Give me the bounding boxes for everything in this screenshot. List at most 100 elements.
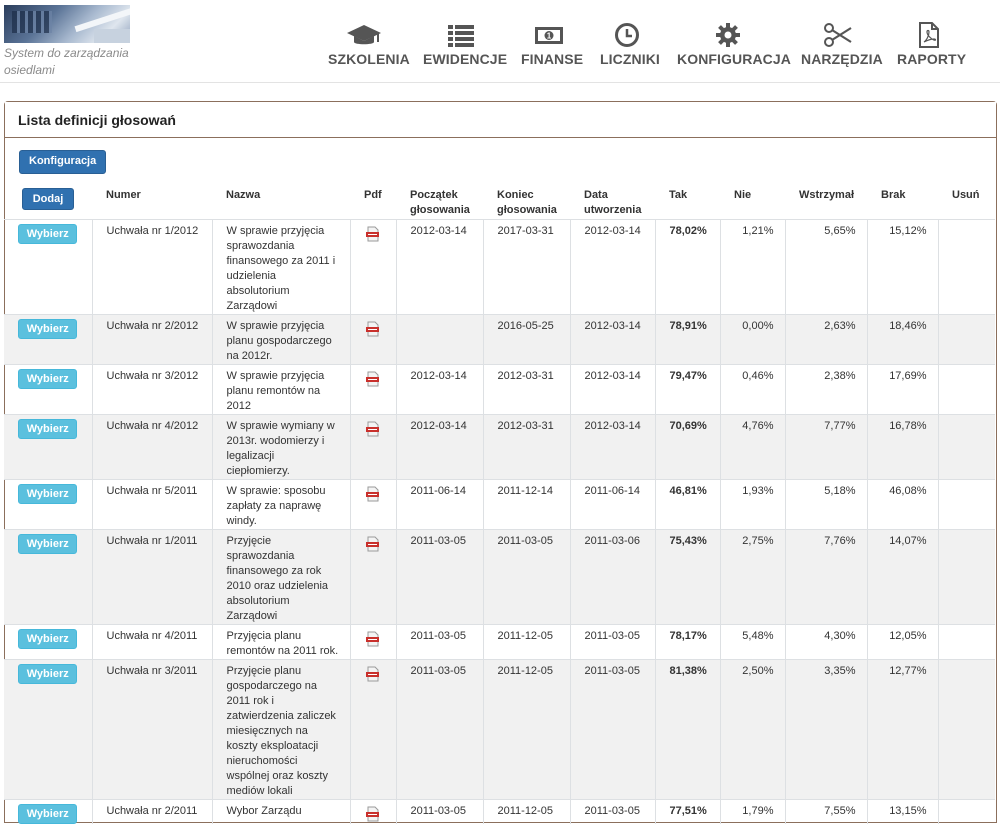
cell-brak: 17,69% bbox=[867, 365, 938, 415]
cell-brak: 13,15% bbox=[867, 800, 938, 824]
cell-usun bbox=[938, 800, 995, 824]
cell-data-utworzenia: 2012-03-14 bbox=[570, 315, 655, 365]
nav-finanse[interactable]: 1 FINANSE bbox=[521, 22, 577, 67]
cell-tak: 46,81% bbox=[655, 480, 720, 530]
svg-text:1: 1 bbox=[547, 32, 552, 41]
panel-title: Lista definicji głosowań bbox=[18, 112, 176, 128]
cell-tak: 78,91% bbox=[655, 315, 720, 365]
column-header-nie[interactable]: Nie bbox=[720, 186, 785, 220]
cell-koniec: 2016-05-25 bbox=[483, 315, 570, 365]
cell-data-utworzenia: 2012-03-14 bbox=[570, 365, 655, 415]
table-header-row: Dodaj Numer Nazwa Pdf Początek głosowani… bbox=[4, 186, 995, 220]
select-cell: Wybierz bbox=[4, 480, 92, 530]
pdf-icon[interactable] bbox=[365, 631, 381, 647]
nav-label: NARZĘDZIA bbox=[801, 51, 874, 67]
nav-narzedzia[interactable]: NARZĘDZIA bbox=[801, 22, 874, 67]
nav-liczniki[interactable]: LICZNIKI bbox=[600, 22, 654, 67]
select-button[interactable]: Wybierz bbox=[18, 484, 77, 504]
cell-usun bbox=[938, 625, 995, 660]
select-cell: Wybierz bbox=[4, 220, 92, 315]
cell-nie: 0,00% bbox=[720, 315, 785, 365]
cell-wstrzymal: 7,55% bbox=[785, 800, 867, 824]
votes-table: Dodaj Numer Nazwa Pdf Początek głosowani… bbox=[4, 186, 995, 824]
cell-brak: 46,08% bbox=[867, 480, 938, 530]
cell-wstrzymal: 3,35% bbox=[785, 660, 867, 800]
cell-brak: 18,46% bbox=[867, 315, 938, 365]
cell-usun bbox=[938, 365, 995, 415]
logo-image[interactable] bbox=[4, 5, 130, 43]
column-header-koniec[interactable]: Koniec głosowania bbox=[483, 186, 570, 220]
pdf-icon[interactable] bbox=[365, 666, 381, 682]
nav-ewidencje[interactable]: EWIDENCJE bbox=[423, 22, 499, 67]
nav-konfiguracja[interactable]: KONFIGURACJA bbox=[677, 22, 778, 67]
select-button[interactable]: Wybierz bbox=[18, 419, 77, 439]
select-button[interactable]: Wybierz bbox=[18, 319, 77, 339]
column-header-numer[interactable]: Numer bbox=[92, 186, 212, 220]
column-header-brak[interactable]: Brak bbox=[867, 186, 938, 220]
add-button[interactable]: Dodaj bbox=[22, 188, 75, 210]
cell-wstrzymal: 2,38% bbox=[785, 365, 867, 415]
column-header-tak[interactable]: Tak bbox=[655, 186, 720, 220]
select-button[interactable]: Wybierz bbox=[18, 804, 77, 824]
select-cell: Wybierz bbox=[4, 365, 92, 415]
select-button[interactable]: Wybierz bbox=[18, 369, 77, 389]
cell-tak: 78,02% bbox=[655, 220, 720, 315]
select-cell: Wybierz bbox=[4, 530, 92, 625]
pdf-icon[interactable] bbox=[365, 321, 381, 337]
cell-tak: 81,38% bbox=[655, 660, 720, 800]
cell-nie: 2,50% bbox=[720, 660, 785, 800]
cell-wstrzymal: 4,30% bbox=[785, 625, 867, 660]
cell-brak: 15,12% bbox=[867, 220, 938, 315]
select-button[interactable]: Wybierz bbox=[18, 664, 77, 684]
configuration-button[interactable]: Konfiguracja bbox=[19, 150, 106, 174]
cell-numer: Uchwała nr 2/2012 bbox=[92, 315, 212, 365]
cell-koniec: 2012-03-31 bbox=[483, 365, 570, 415]
cell-nazwa: Przyjęcie sprawozdania finansowego za ro… bbox=[212, 530, 350, 625]
cell-pdf bbox=[350, 530, 396, 625]
cell-poczatek: 2011-03-05 bbox=[396, 660, 483, 800]
pdf-icon[interactable] bbox=[365, 486, 381, 502]
column-header-poczatek[interactable]: Początek głosowania bbox=[396, 186, 483, 220]
column-header-nazwa[interactable]: Nazwa bbox=[212, 186, 350, 220]
cell-nazwa: Przyjęcia planu remontów na 2011 rok. bbox=[212, 625, 350, 660]
column-header-wstrzymal[interactable]: Wstrzymał bbox=[785, 186, 867, 220]
column-header-data-utworzenia[interactable]: Data utworzenia bbox=[570, 186, 655, 220]
graduation-cap-icon bbox=[346, 22, 382, 48]
cell-tak: 77,51% bbox=[655, 800, 720, 824]
cell-numer: Uchwała nr 5/2011 bbox=[92, 480, 212, 530]
cell-wstrzymal: 7,77% bbox=[785, 415, 867, 480]
cell-usun bbox=[938, 415, 995, 480]
cell-pdf bbox=[350, 315, 396, 365]
cell-poczatek: 2012-03-14 bbox=[396, 415, 483, 480]
cell-nazwa: W sprawie: sposobu zapłaty za naprawę wi… bbox=[212, 480, 350, 530]
cell-numer: Uchwała nr 3/2012 bbox=[92, 365, 212, 415]
select-button[interactable]: Wybierz bbox=[18, 534, 77, 554]
nav-szkolenia[interactable]: SZKOLENIA bbox=[328, 22, 400, 67]
pdf-icon[interactable] bbox=[365, 536, 381, 552]
cell-usun bbox=[938, 530, 995, 625]
cell-nie: 5,48% bbox=[720, 625, 785, 660]
pdf-icon[interactable] bbox=[365, 421, 381, 437]
cell-wstrzymal: 7,76% bbox=[785, 530, 867, 625]
cell-poczatek: 2012-03-14 bbox=[396, 365, 483, 415]
cell-koniec: 2011-03-05 bbox=[483, 530, 570, 625]
pdf-icon[interactable] bbox=[365, 226, 381, 242]
select-cell: Wybierz bbox=[4, 415, 92, 480]
cell-numer: Uchwała nr 4/2011 bbox=[92, 625, 212, 660]
pdf-icon[interactable] bbox=[365, 371, 381, 387]
cell-koniec: 2017-03-31 bbox=[483, 220, 570, 315]
cell-data-utworzenia: 2011-03-06 bbox=[570, 530, 655, 625]
cell-usun bbox=[938, 315, 995, 365]
cell-data-utworzenia: 2012-03-14 bbox=[570, 220, 655, 315]
cell-pdf bbox=[350, 365, 396, 415]
select-button[interactable]: Wybierz bbox=[18, 224, 77, 244]
nav-raporty[interactable]: RAPORTY bbox=[897, 22, 960, 67]
select-button[interactable]: Wybierz bbox=[18, 629, 77, 649]
pdf-icon[interactable] bbox=[365, 806, 381, 822]
cell-wstrzymal: 5,65% bbox=[785, 220, 867, 315]
cell-brak: 14,07% bbox=[867, 530, 938, 625]
